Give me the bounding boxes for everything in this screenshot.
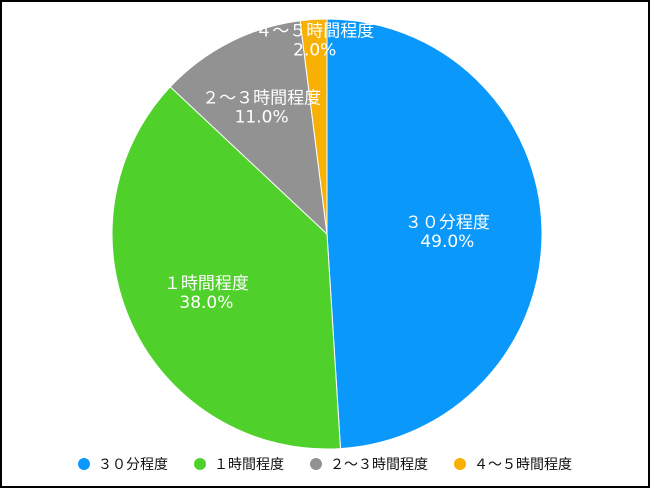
- legend-marker: [310, 458, 322, 470]
- slice-category-label: １時間程度: [164, 274, 249, 294]
- legend-label: ４～５時間程度: [474, 457, 572, 473]
- chart-legend: ３０分程度 １時間程度 ２～３時間程度 ４～５時間程度: [2, 454, 648, 474]
- legend-item-2: １時間程度: [194, 454, 284, 474]
- slice-category-label: ４～５時間程度: [255, 22, 374, 42]
- slice-category-label: ３０分程度: [405, 213, 490, 233]
- slice-category-label: ２～３時間程度: [202, 89, 321, 109]
- legend-marker: [78, 458, 90, 470]
- slice-value-label: 11.0%: [235, 108, 289, 128]
- slice-value-label: 49.0%: [420, 232, 474, 252]
- slice-value-label: 2.0%: [293, 41, 336, 61]
- legend-label: １時間程度: [214, 457, 284, 473]
- pie-slice-1: [326, 18, 543, 450]
- legend-marker: [194, 458, 206, 470]
- legend-label: ２～３時間程度: [330, 457, 428, 473]
- pie-slice-3: [169, 20, 328, 236]
- pie-slice-4: [299, 18, 328, 235]
- legend-item-4: ４～５時間程度: [454, 454, 572, 474]
- pie-slice-2: [111, 86, 342, 450]
- legend-item-1: ３０分程度: [78, 454, 168, 474]
- legend-label: ３０分程度: [98, 457, 168, 473]
- legend-marker: [454, 458, 466, 470]
- legend-item-3: ２～３時間程度: [310, 454, 428, 474]
- slice-value-label: 38.0%: [179, 293, 233, 313]
